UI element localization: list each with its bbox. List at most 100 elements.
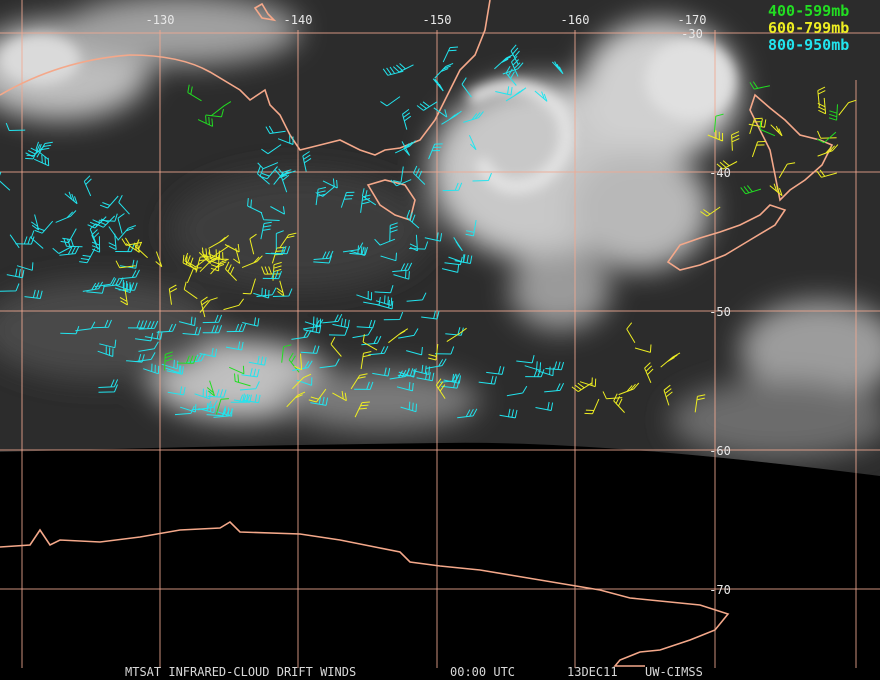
wind-barb — [382, 66, 404, 76]
wind-barb — [394, 140, 416, 154]
wind-barb — [223, 298, 245, 311]
wind-barb — [249, 233, 257, 255]
wind-barb — [360, 351, 372, 370]
wind-barb — [396, 382, 414, 392]
wind-barb — [816, 131, 837, 144]
wind-barb — [98, 379, 119, 388]
wind-barb — [286, 391, 306, 408]
wind-barb — [281, 344, 292, 363]
wind-barb — [52, 245, 74, 254]
wind-barb — [816, 169, 837, 178]
wind-barb — [817, 130, 837, 139]
wind-barb — [502, 62, 524, 75]
wind-barb — [64, 191, 78, 205]
wind-barb — [694, 394, 706, 413]
wind-barb — [751, 141, 766, 158]
wind-barb — [234, 373, 251, 387]
wind-barb — [817, 144, 839, 157]
wind-barb — [191, 400, 212, 411]
wind-barb — [262, 270, 282, 280]
wind-barb — [5, 122, 26, 131]
wind-barb — [332, 318, 350, 329]
wind-barb — [740, 185, 762, 195]
wind-barb — [392, 262, 413, 273]
wind-barb — [226, 323, 247, 333]
wind-barb — [506, 385, 528, 397]
wind-barb — [99, 339, 117, 349]
wind-barb — [211, 101, 232, 116]
wind-barb — [446, 327, 467, 343]
wind-barb — [82, 281, 104, 292]
wind-barb — [97, 346, 114, 357]
wind-barb — [402, 109, 412, 130]
wind-barb — [198, 251, 211, 265]
wind-barb — [380, 96, 401, 107]
wind-barb — [618, 382, 640, 396]
wind-barb — [360, 194, 371, 213]
wind-barb — [183, 281, 198, 300]
wind-barb — [115, 260, 136, 269]
cloud-detail — [0, 35, 735, 194]
wind-barb — [383, 311, 404, 321]
wind-barbs — [0, 44, 857, 419]
wind-barb — [257, 166, 270, 185]
legend-entry: 800-950mb — [768, 36, 849, 54]
wind-barb — [397, 368, 417, 377]
wind-barb — [31, 214, 40, 231]
wind-barb — [424, 232, 443, 242]
wind-barb — [457, 408, 478, 419]
wind-barb — [247, 198, 263, 214]
wind-barb — [0, 283, 20, 292]
wind-barb — [127, 320, 148, 329]
wind-barb — [748, 118, 767, 128]
wind-barb — [499, 408, 518, 419]
wind-barb — [60, 325, 80, 335]
wind-barb — [259, 166, 278, 180]
latitude-label: -30 — [681, 27, 703, 41]
wind-barb — [644, 362, 654, 383]
wind-barb — [356, 290, 373, 301]
wind-barb — [330, 337, 342, 357]
wind-barb — [241, 368, 260, 378]
wind-barb — [233, 393, 252, 403]
wind-barb — [350, 373, 368, 390]
wind-barb — [291, 329, 312, 340]
wind-barb — [486, 365, 505, 375]
wind-barb — [749, 81, 771, 90]
wind-barb — [700, 206, 721, 217]
wind-barb — [225, 261, 237, 281]
wind-barb — [389, 222, 398, 242]
island-coast — [253, 2, 277, 22]
wind-barb — [35, 141, 49, 160]
wind-barb — [435, 378, 446, 399]
wind-barb — [361, 335, 382, 346]
wind-barb — [200, 296, 209, 318]
wind-barb — [494, 54, 514, 70]
wind-barb — [180, 404, 197, 413]
wind-barb — [416, 101, 438, 111]
wind-barb — [60, 228, 77, 244]
wind-barb — [602, 391, 623, 400]
legend-entry: 600-799mb — [768, 19, 849, 37]
wind-barb — [261, 144, 282, 155]
wind-barb — [271, 246, 285, 264]
wind-barb — [413, 165, 426, 185]
footer-time: 00:00 UTC — [450, 665, 515, 679]
wind-barb — [265, 246, 285, 255]
wind-barb — [716, 160, 738, 170]
wind-barb — [390, 179, 412, 187]
wind-barb — [248, 355, 267, 366]
wind-barb — [302, 151, 312, 172]
wind-barb — [0, 171, 11, 191]
footer-date: 13DEC11 — [567, 665, 618, 679]
wind-barb — [332, 391, 347, 402]
wind-barb — [294, 353, 303, 371]
wind-barb — [119, 289, 128, 306]
wind-barb — [210, 254, 220, 272]
nz-south-coast — [666, 204, 787, 271]
latitude-label: -70 — [709, 583, 731, 597]
wind-barb — [242, 317, 260, 327]
wind-barb — [24, 289, 43, 299]
